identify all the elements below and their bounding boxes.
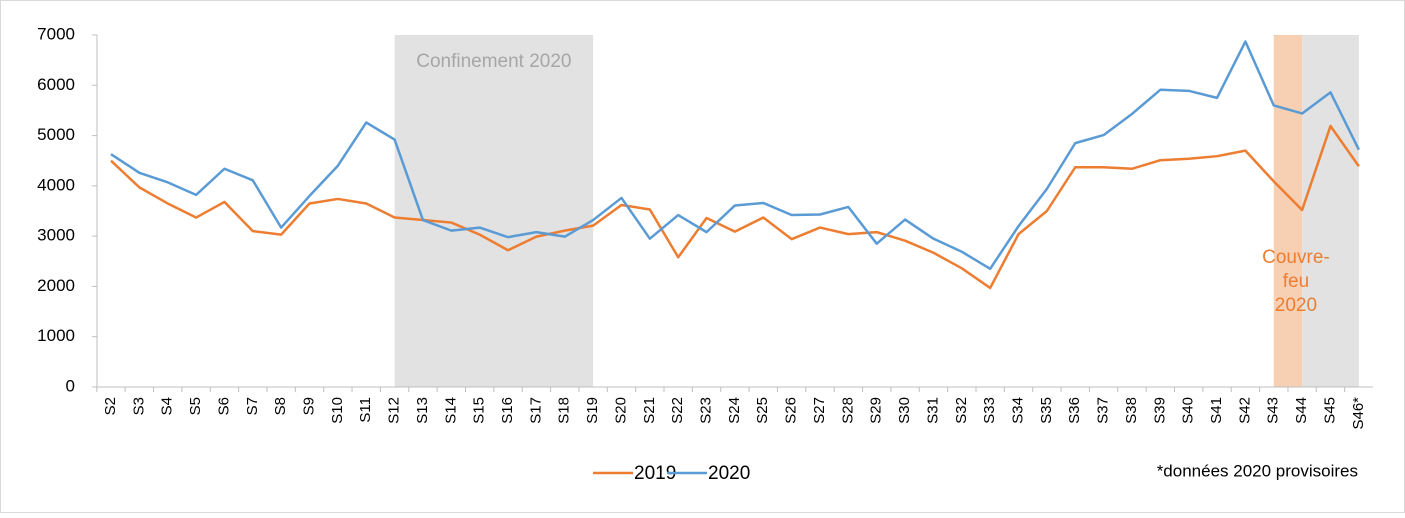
x-tick-label: S24 [726, 397, 743, 424]
x-tick-label: S10 [329, 397, 346, 424]
x-tick-label: S3 [130, 397, 147, 415]
shaded-region [1302, 35, 1359, 387]
x-tick-label: S7 [244, 397, 261, 415]
x-tick-label: S13 [414, 397, 431, 424]
x-tick-label: S34 [1009, 397, 1026, 424]
x-tick-label: S22 [669, 397, 686, 424]
x-tick-label: S12 [386, 397, 403, 424]
footnote: *données 2020 provisoires [1157, 461, 1358, 480]
x-tick-label: S27 [811, 397, 828, 424]
x-tick-label: S41 [1208, 397, 1225, 424]
x-tick-label: S28 [839, 397, 856, 424]
region-label: feu [1283, 271, 1309, 292]
y-tick-label: 4000 [37, 175, 75, 194]
x-tick-label: S45 [1321, 397, 1338, 424]
x-tick-label: S9 [300, 397, 317, 415]
x-tick-label: S30 [896, 397, 913, 424]
x-tick-label: S37 [1095, 397, 1112, 424]
region-label: Confinement 2020 [416, 51, 571, 72]
x-tick-label: S19 [584, 397, 601, 424]
x-tick-label: S11 [357, 397, 374, 423]
x-tick-label: S40 [1180, 397, 1197, 424]
x-tick-label: S25 [754, 397, 771, 424]
x-tick-label: S38 [1123, 397, 1140, 424]
y-tick-label: 6000 [37, 75, 75, 94]
shaded-region [1273, 35, 1303, 387]
x-tick-label: S29 [868, 397, 885, 424]
x-tick-label: S5 [187, 397, 204, 415]
series-line [110, 40, 1360, 271]
x-tick-label: S46* [1350, 397, 1367, 430]
x-tick-label: S15 [471, 397, 488, 424]
region-label: Couvre- [1262, 247, 1330, 268]
y-tick-label: 3000 [37, 226, 75, 245]
x-tick-label: S4 [159, 397, 176, 415]
y-tick-label: 2000 [37, 276, 75, 295]
x-tick-label: S17 [527, 397, 544, 424]
region-label: 2020 [1275, 295, 1317, 316]
x-tick-label: S18 [556, 397, 573, 424]
y-tick-label: 0 [66, 376, 75, 395]
x-tick-label: S35 [1038, 397, 1055, 424]
legend-label: 2019 [634, 463, 676, 484]
x-tick-label: S6 [215, 397, 232, 415]
x-tick-label: S8 [272, 397, 289, 415]
x-tick-label: S26 [783, 397, 800, 424]
legend-label: 2020 [708, 463, 750, 484]
x-tick-label: S21 [641, 397, 658, 424]
x-tick-label: S36 [1066, 397, 1083, 424]
x-tick-label: S23 [698, 397, 715, 424]
x-tick-label: S43 [1265, 397, 1282, 424]
x-tick-label: S14 [442, 397, 459, 424]
y-tick-label: 7000 [37, 24, 75, 43]
y-tick-label: 1000 [37, 326, 75, 345]
y-tick-label: 5000 [37, 125, 75, 144]
x-tick-label: S44 [1293, 397, 1310, 424]
series-line [110, 124, 1360, 290]
x-tick-label: S31 [924, 397, 941, 424]
shaded-region [394, 35, 594, 387]
x-tick-label: S39 [1151, 397, 1168, 424]
x-tick-label: S2 [102, 397, 119, 415]
x-tick-label: S33 [981, 397, 998, 424]
x-tick-label: S42 [1236, 397, 1253, 424]
x-tick-label: S32 [953, 397, 970, 424]
x-tick-label: S20 [612, 397, 629, 424]
x-tick-label: S16 [499, 397, 516, 424]
